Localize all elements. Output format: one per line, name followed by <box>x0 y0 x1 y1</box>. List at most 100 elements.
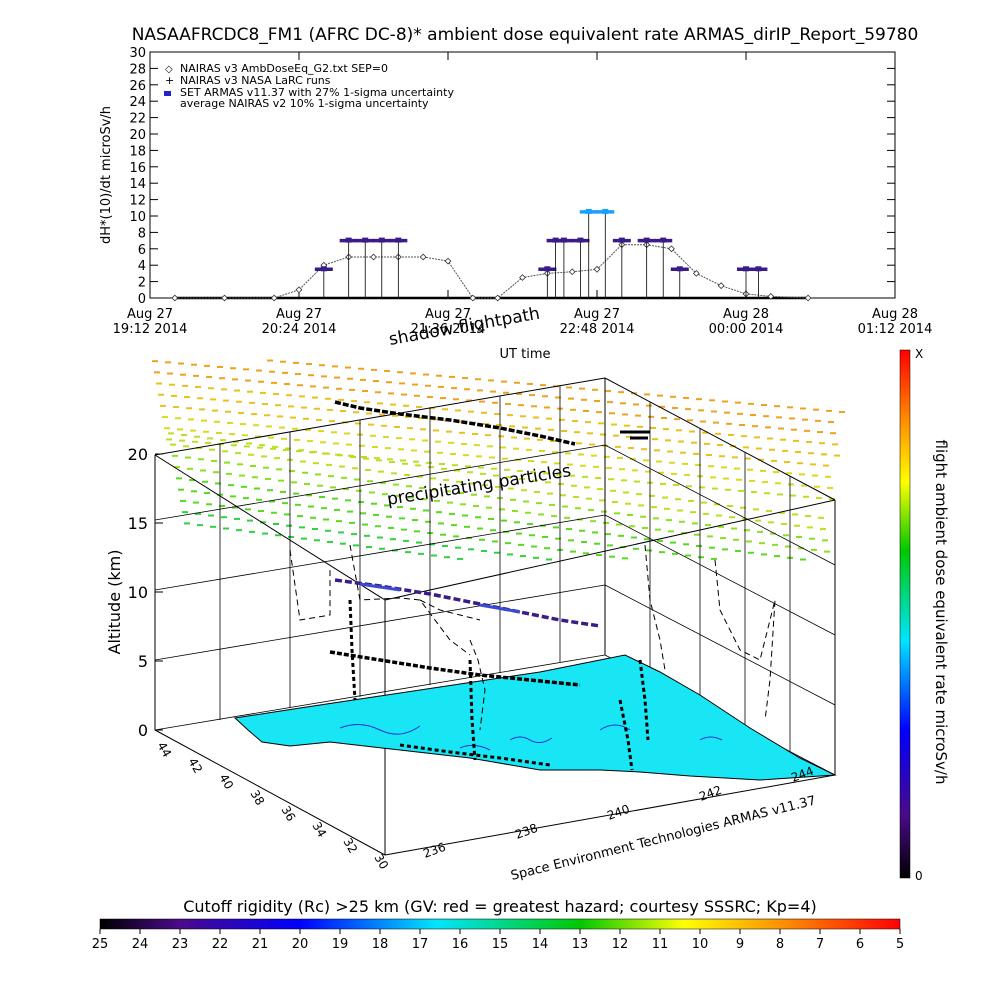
nairas-point <box>519 274 526 281</box>
bottom-colorbar-ticks: 25 24 23 22 21 20 19 18 17 16 15 14 13 12 11 10 9 8 7 6 5 <box>92 929 904 952</box>
nairas-point <box>692 270 700 277</box>
nairas-point <box>171 294 179 302</box>
armas-flightpath-bright <box>359 582 521 614</box>
bottom-tick-label: 10 <box>692 937 709 952</box>
land-surface <box>233 654 837 781</box>
bottom-tick-label: 7 <box>816 937 824 952</box>
x-tick-label-day: Aug 27 <box>574 307 620 322</box>
y-tick-label: 30 <box>129 46 146 61</box>
shadow-flightpath-tail <box>620 430 650 440</box>
legend-blue-marker-icon <box>164 91 171 96</box>
lat-tick-label: 40 <box>216 772 236 792</box>
y-tick-label: 28 <box>129 62 146 77</box>
z-tick-label: 15 <box>128 514 148 533</box>
nairas-point <box>419 253 427 261</box>
armas-point <box>362 237 369 243</box>
bottom-tick-label: 21 <box>252 937 269 952</box>
bottom-tick-label: 15 <box>492 937 509 952</box>
lat-tick-label: 38 <box>247 788 267 808</box>
bottom-tick-label: 8 <box>776 937 784 952</box>
bottom-tick-label: 18 <box>372 937 389 952</box>
back-grid <box>154 385 836 776</box>
y-tick-label: 26 <box>129 79 146 94</box>
nairas-point <box>717 282 725 290</box>
lat-tick-label: 34 <box>309 820 329 840</box>
lon-tick-label: 242 <box>697 783 723 804</box>
legend-item-4: average NAIRAS v2 10% 1-sigma uncertaint… <box>180 97 429 110</box>
lat-tick-label: 42 <box>185 756 205 776</box>
armas-point <box>378 237 385 243</box>
y-tick-label: 8 <box>138 226 146 241</box>
lat-tick-label: 36 <box>278 804 298 824</box>
x-tick-label-day: Aug 27 <box>127 307 173 322</box>
nairas-point <box>804 294 812 302</box>
bottom-tick-label: 16 <box>452 937 469 952</box>
nairas-point <box>295 286 303 294</box>
bottom-tick-label: 23 <box>172 937 189 952</box>
legend-item-2: NAIRAS v3 NASA LaRC runs <box>180 74 331 87</box>
y-tick-label: 14 <box>129 177 146 192</box>
nairas-point <box>494 294 502 302</box>
lon-tick-label: 238 <box>513 821 539 842</box>
armas-point <box>585 208 592 214</box>
bottom-tick-label: 13 <box>572 937 589 952</box>
credit-text: Space Environment Technologies ARMAS v11… <box>509 793 817 883</box>
nairas-point <box>370 253 377 261</box>
bottom-colorbar-title: Cutoff rigidity (Rc) >25 km (GV: red = g… <box>183 897 817 916</box>
y-tick-label: 0 <box>138 292 146 307</box>
nairas-point <box>668 245 675 253</box>
flight-paths <box>289 400 776 771</box>
bottom-colorbar: Cutoff rigidity (Rc) >25 km (GV: red = g… <box>92 897 904 952</box>
armas-point <box>676 266 683 272</box>
armas-point <box>618 237 625 243</box>
nairas-point <box>469 294 477 302</box>
top-series <box>171 208 812 302</box>
y-tick-label: 6 <box>138 243 146 258</box>
legend-item-3: SET ARMAS v11.37 with 27% 1-sigma uncert… <box>180 86 454 99</box>
right-colorbar: X 0 flight ambient dose equivalent rate … <box>899 347 950 883</box>
legend-cross-icon: + <box>165 74 174 87</box>
bottom-tick-label: 22 <box>212 937 229 952</box>
box-frame <box>154 377 836 856</box>
lat-axis: 44 42 40 38 36 34 32 30 <box>154 740 391 872</box>
bottom-tick-label: 11 <box>652 937 669 952</box>
y-tick-label: 20 <box>129 128 146 143</box>
shadow-flightpath <box>334 400 576 446</box>
armas-point <box>743 266 749 272</box>
y-tick-label: 22 <box>129 112 146 127</box>
armas-point <box>602 208 609 214</box>
dose-field <box>152 359 845 561</box>
three-d-panel: shadow flightpath precipitating particle… <box>105 304 845 884</box>
bottom-tick-label: 24 <box>132 937 149 952</box>
x-tick-label-time: 01:12 2014 <box>858 322 933 337</box>
armas-point <box>345 237 352 243</box>
x-tick-label-day: Aug 27 <box>425 307 471 322</box>
bottom-tick-label: 19 <box>332 937 349 952</box>
top-legend: ◇ NAIRAS v3 AmbDoseEq_G2.txt SEP=0 + NAI… <box>164 62 454 110</box>
x-tick-label-day: Aug 28 <box>872 307 918 322</box>
z-tick-label: 20 <box>128 445 148 464</box>
lat-tick-label: 30 <box>371 852 391 872</box>
legend-diamond-icon: ◇ <box>165 64 173 75</box>
armas-point <box>643 237 650 243</box>
bottom-tick-label: 12 <box>612 937 629 952</box>
x-tick-label-time: 19:12 2014 <box>113 322 188 337</box>
bottom-tick-label: 6 <box>856 937 864 952</box>
armas-point <box>577 237 584 243</box>
lat-tick-label: 32 <box>340 836 360 856</box>
z-axis-label: Altitude (km) <box>105 550 124 655</box>
z-tick-label: 0 <box>138 721 148 740</box>
nairas-series-line <box>174 244 809 299</box>
x-tick-label-time: 21:36 2014 <box>411 322 486 337</box>
y-tick-label: 16 <box>129 161 146 176</box>
bottom-tick-label: 14 <box>532 937 549 952</box>
right-colorbar-gradient <box>899 349 911 879</box>
bottom-tick-label: 17 <box>412 937 429 952</box>
y-tick-label: 4 <box>138 259 146 274</box>
bottom-colorbar-gradient <box>99 918 901 930</box>
nairas-point <box>221 294 228 302</box>
right-colorbar-top-label: X <box>915 347 923 361</box>
